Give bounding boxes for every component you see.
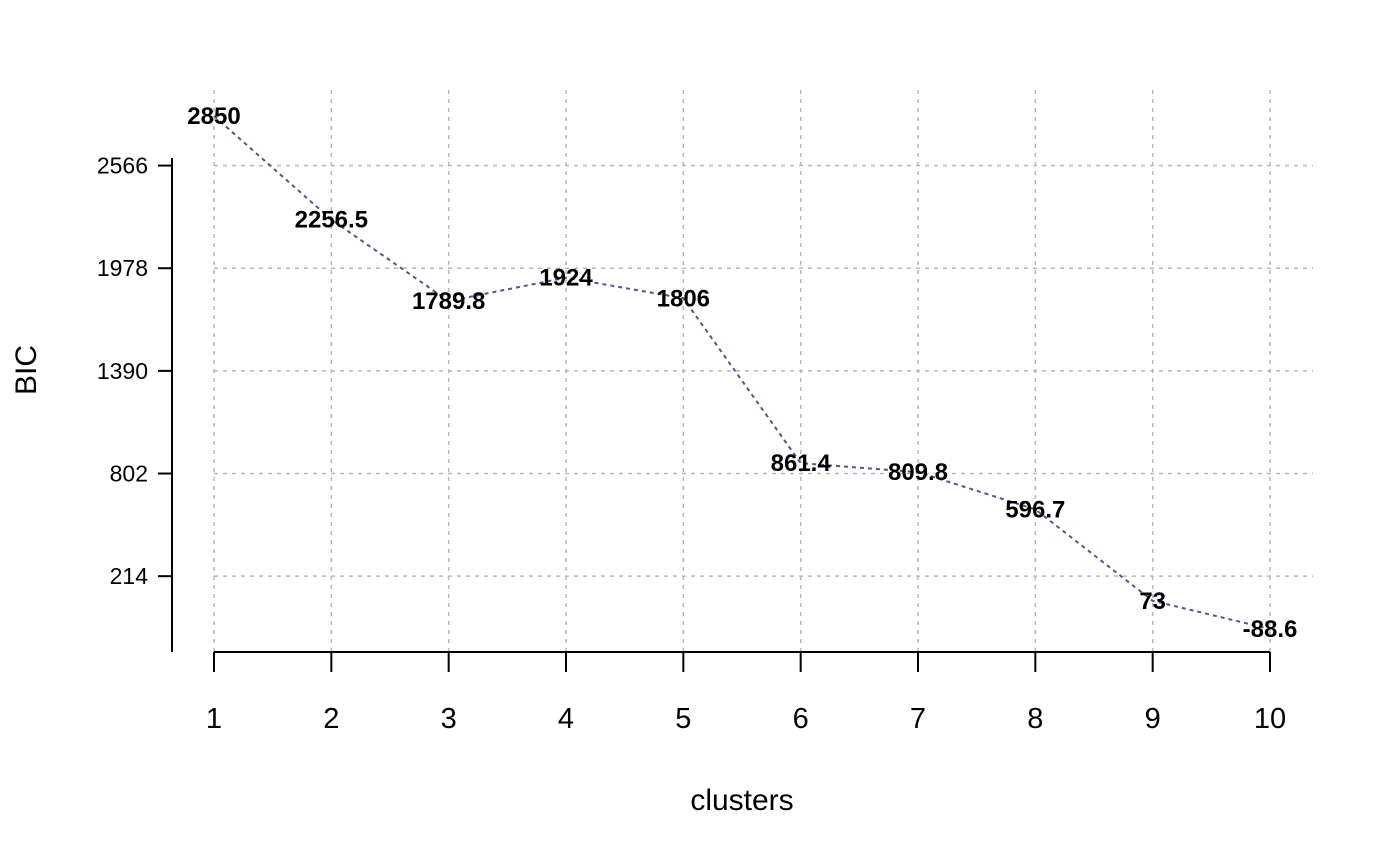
- data-label: 1924: [539, 265, 593, 292]
- x-tick-label: 2: [323, 703, 339, 735]
- series-layer: [213, 115, 1271, 630]
- x-tick-label: 7: [910, 703, 926, 735]
- x-tick-label: 4: [558, 703, 574, 735]
- data-label: 1789.8: [412, 288, 485, 315]
- y-tick-label: 1390: [97, 358, 148, 384]
- grid-layer: [213, 90, 1313, 652]
- x-tick-label: 3: [441, 703, 457, 735]
- data-label: 73: [1139, 588, 1166, 615]
- data-label: 2256.5: [295, 207, 368, 234]
- series-line: [213, 115, 1271, 630]
- axis-layer: 214 802 1390 1978 2566 1 2 3 4 5 6 7 8 9 10: [97, 153, 1286, 735]
- data-label: 1806: [657, 285, 710, 312]
- y-tick-label: 214: [110, 563, 149, 589]
- x-tick-label: 6: [793, 703, 809, 735]
- data-label-layer: 2850 2256.5 1789.8 1924 1806 861.4 809.8 596.7 7…: [187, 103, 1297, 643]
- y-axis-title: BIC: [10, 345, 43, 395]
- x-tick-label: 9: [1145, 703, 1161, 735]
- data-label: 2850: [187, 103, 240, 130]
- data-label: -88.6: [1243, 616, 1298, 643]
- x-tick-label: 1: [206, 703, 222, 735]
- x-tick-label: 8: [1027, 703, 1043, 735]
- x-axis-title: clusters: [690, 784, 793, 817]
- y-tick-label: 1978: [97, 255, 148, 281]
- x-tick-label: 10: [1254, 703, 1286, 735]
- x-tick-label: 5: [675, 703, 691, 735]
- data-label: 596.7: [1005, 496, 1065, 523]
- y-tick-label: 2566: [97, 153, 148, 179]
- y-tick-label: 802: [110, 461, 148, 487]
- data-label: 861.4: [771, 450, 832, 477]
- data-label: 809.8: [888, 459, 948, 486]
